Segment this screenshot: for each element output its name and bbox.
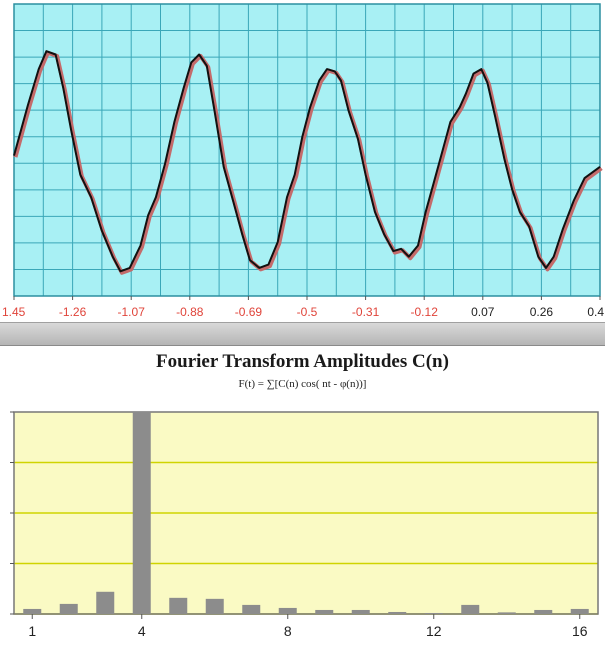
amplitude-bar: [96, 591, 115, 614]
x-tick-label: 0.26: [530, 305, 554, 319]
amplitude-bar: [351, 609, 370, 614]
amplitude-bar-chart: 1 4 8 12 16: [0, 408, 605, 644]
x-tick-label: 0.07: [471, 305, 495, 319]
x-tick-label: -0.5: [297, 305, 318, 319]
x-tick-label: 1: [28, 623, 36, 639]
fft-header: Fourier Transform Amplitudes C(n) F(t) =…: [0, 350, 605, 392]
x-tick-label: 4: [138, 623, 146, 639]
chart-title: Fourier Transform Amplitudes C(n): [156, 351, 449, 372]
waveform-svg: 1.45 -1.26 -1.07 -0.88 -0.69 -0.5 -0.31 -0.12 0.…: [2, 3, 604, 319]
amplitude-bar: [534, 609, 553, 614]
waveform-line: [13, 50, 601, 273]
amplitude-bar: [497, 612, 516, 614]
waveform-chart: 1.45 -1.26 -1.07 -0.88 -0.69 -0.5 -0.31 -0.12 0.…: [0, 0, 605, 320]
amplitude-bar: [169, 597, 188, 614]
amplitude-bar: [132, 412, 151, 614]
x-tick-label: -0.88: [176, 305, 204, 319]
amplitude-bar: [424, 612, 443, 614]
x-tick-label: 16: [572, 623, 588, 639]
amplitude-bar: [59, 603, 78, 614]
x-tick-label: 12: [426, 623, 442, 639]
amplitude-bar-svg: 1 4 8 12 16: [10, 411, 599, 639]
x-tick-label: -0.31: [352, 305, 380, 319]
amplitude-bar: [570, 608, 589, 614]
amplitude-bar: [461, 604, 480, 614]
x-tick-label: -0.12: [411, 305, 439, 319]
amplitude-bar: [205, 598, 224, 614]
amplitude-bar: [388, 611, 407, 614]
panel-divider-scrollbar[interactable]: [0, 322, 605, 346]
x-tick-label: -0.69: [235, 305, 263, 319]
waveform-grid: [13, 3, 601, 297]
amplitude-bar: [278, 607, 297, 614]
amplitude-bar: [315, 609, 334, 614]
fourier-formula: F(t) = ∑[C(n) cos( nt - φ(n))]: [238, 378, 367, 390]
x-tick-label: 8: [284, 623, 292, 639]
x-tick-label: -1.26: [59, 305, 87, 319]
amplitude-bar: [242, 604, 261, 614]
x-tick-label: -1.07: [118, 305, 146, 319]
amplitude-bar: [23, 608, 42, 614]
x-tick-label: 0.4: [587, 305, 604, 319]
waveform-line-shadow: [13, 50, 603, 275]
x-tick-label: 1.45: [2, 305, 26, 319]
